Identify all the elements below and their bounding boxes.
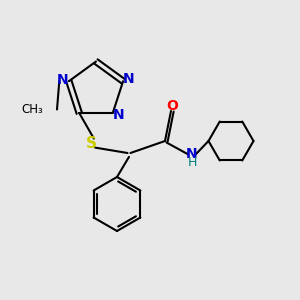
- Text: O: O: [167, 100, 178, 113]
- Text: H: H: [188, 155, 197, 169]
- Text: N: N: [56, 73, 68, 87]
- Text: N: N: [123, 72, 134, 86]
- Text: S: S: [86, 136, 97, 152]
- Text: N: N: [186, 148, 198, 161]
- Text: N: N: [113, 108, 124, 122]
- Text: CH₃: CH₃: [22, 103, 44, 116]
